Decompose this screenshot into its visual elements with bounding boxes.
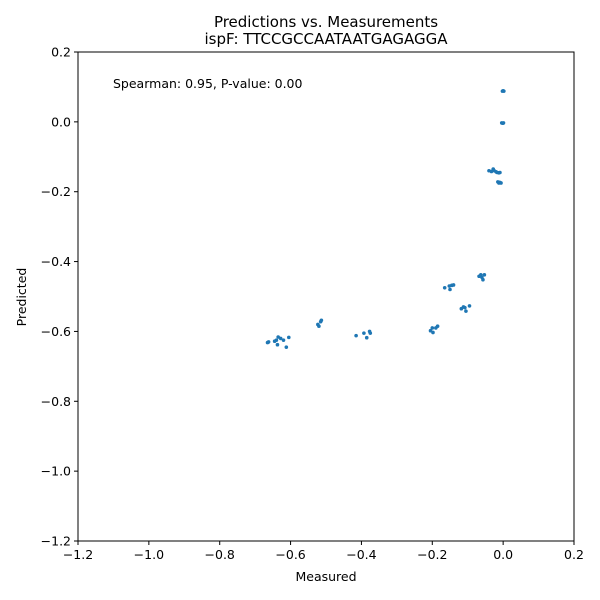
y-axis-label: Predicted bbox=[14, 268, 29, 327]
data-point bbox=[274, 338, 279, 342]
y-tick-label: 0.2 bbox=[51, 45, 71, 60]
data-point bbox=[317, 324, 321, 328]
x-tick-label: −1.2 bbox=[63, 547, 93, 562]
y-tick-label: −0.4 bbox=[41, 254, 71, 269]
data-point bbox=[354, 333, 358, 338]
data-point bbox=[464, 309, 468, 313]
data-point bbox=[501, 121, 506, 125]
x-tick-label: 0.2 bbox=[564, 547, 584, 562]
chart-title: Predictions vs. Measurements bbox=[214, 13, 438, 31]
y-tick-label: −0.6 bbox=[41, 324, 71, 339]
data-point bbox=[287, 335, 291, 340]
x-tick-label: 0.0 bbox=[493, 547, 513, 562]
x-tick-label: −1.0 bbox=[134, 547, 164, 562]
data-point bbox=[431, 330, 435, 335]
data-point bbox=[502, 89, 506, 93]
y-tick-label: −1.0 bbox=[41, 464, 71, 479]
y-tick-label: −1.2 bbox=[41, 534, 71, 549]
correlation-annotation: Spearman: 0.95, P-value: 0.00 bbox=[113, 76, 303, 91]
x-axis-ticks: −1.2 −1.0 −0.8 −0.6 −0.4 −0.2 0.0 0.2 bbox=[63, 541, 584, 562]
x-tick-label: −0.2 bbox=[417, 547, 447, 562]
data-point bbox=[463, 305, 467, 310]
data-point bbox=[275, 342, 280, 347]
data-point bbox=[319, 318, 324, 323]
data-point bbox=[435, 324, 440, 328]
plot-frame bbox=[77, 51, 575, 542]
points-layer bbox=[265, 88, 506, 349]
y-axis-ticks: −1.2 −1.0 −0.8 −0.6 −0.4 −0.2 0.0 0.2 bbox=[41, 45, 78, 549]
data-point bbox=[442, 285, 447, 290]
y-tick-label: −0.2 bbox=[41, 184, 71, 199]
data-point bbox=[448, 287, 452, 292]
data-point bbox=[499, 181, 503, 185]
data-point bbox=[266, 340, 271, 344]
y-tick-label: −0.8 bbox=[41, 394, 71, 409]
data-point bbox=[430, 326, 435, 330]
chart-subtitle: ispF: TTCCGCCAATAATGAGAGGA bbox=[205, 30, 449, 48]
x-tick-label: −0.8 bbox=[205, 547, 235, 562]
data-point bbox=[368, 331, 373, 335]
x-tick-label: −0.4 bbox=[346, 547, 376, 562]
data-point bbox=[498, 170, 502, 175]
data-point bbox=[467, 304, 472, 308]
data-point bbox=[284, 345, 289, 349]
x-axis-label: Measured bbox=[295, 569, 356, 584]
data-point bbox=[482, 273, 487, 277]
data-point bbox=[364, 335, 369, 340]
data-point bbox=[362, 331, 366, 335]
data-point bbox=[281, 338, 286, 342]
data-point bbox=[481, 277, 485, 282]
data-point bbox=[278, 336, 283, 341]
y-tick-label: 0.0 bbox=[51, 114, 71, 129]
data-point bbox=[451, 283, 456, 287]
x-tick-label: −0.6 bbox=[275, 547, 305, 562]
